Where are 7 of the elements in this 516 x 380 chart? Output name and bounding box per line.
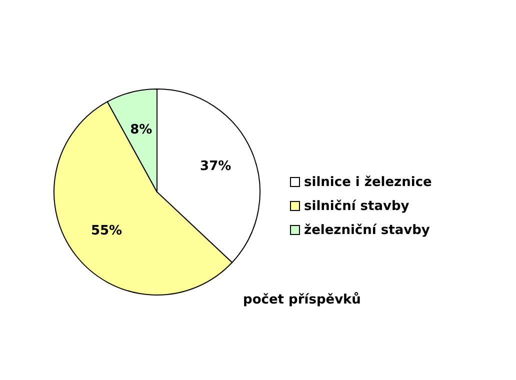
data-label: 37% [200, 159, 232, 174]
legend-label: silnice i železnice [304, 174, 432, 190]
data-label: 55% [90, 224, 122, 239]
text: počet příspěvků [243, 292, 361, 308]
legend-label: silniční stavby [304, 198, 410, 214]
legend-label: železniční stavby [304, 222, 430, 238]
data-label: 8% [130, 122, 152, 138]
